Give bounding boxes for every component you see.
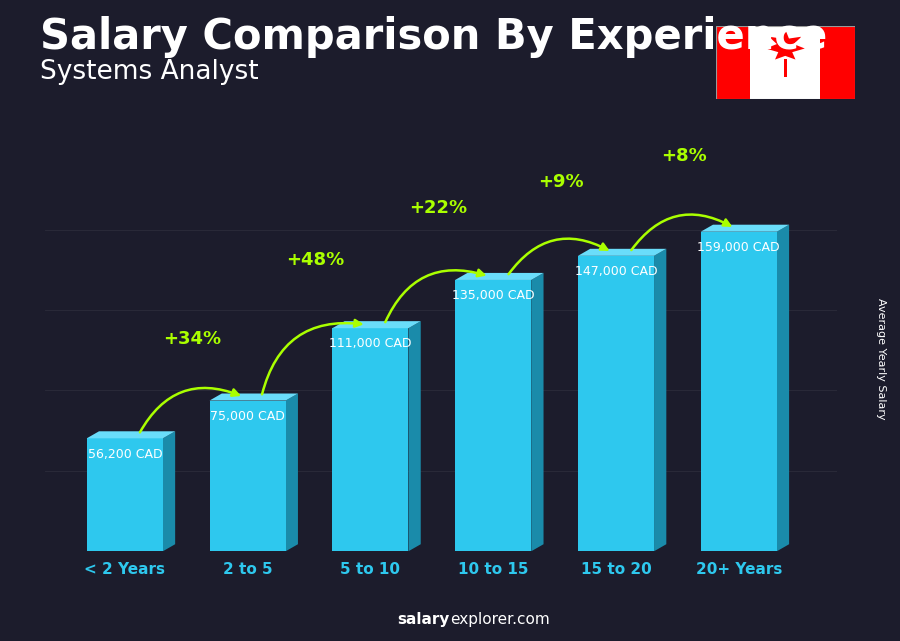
Text: Salary Comparison By Experience: Salary Comparison By Experience	[40, 16, 828, 58]
Polygon shape	[578, 249, 666, 256]
Bar	[820, 26, 855, 99]
Text: 111,000 CAD: 111,000 CAD	[329, 337, 411, 351]
Text: Average Yearly Salary: Average Yearly Salary	[877, 298, 886, 420]
Bar	[701, 232, 777, 551]
Bar	[716, 26, 751, 99]
Text: 135,000 CAD: 135,000 CAD	[452, 289, 535, 303]
Polygon shape	[86, 431, 176, 438]
Polygon shape	[409, 321, 420, 551]
Polygon shape	[531, 273, 544, 551]
Text: 75,000 CAD: 75,000 CAD	[211, 410, 285, 423]
Polygon shape	[701, 225, 789, 232]
Text: salary: salary	[398, 612, 450, 627]
Text: Systems Analyst: Systems Analyst	[40, 59, 259, 85]
Polygon shape	[210, 394, 298, 401]
Bar	[332, 328, 409, 551]
Text: +9%: +9%	[538, 173, 583, 191]
Polygon shape	[332, 321, 420, 328]
Bar	[86, 438, 163, 551]
Bar	[578, 256, 654, 551]
Text: +8%: +8%	[661, 147, 707, 165]
Text: +22%: +22%	[409, 199, 467, 217]
Text: +48%: +48%	[286, 251, 345, 269]
Text: 147,000 CAD: 147,000 CAD	[575, 265, 657, 278]
Polygon shape	[163, 431, 176, 551]
Polygon shape	[285, 394, 298, 551]
Bar	[455, 280, 531, 551]
Bar	[210, 401, 285, 551]
Bar	[784, 59, 787, 76]
Text: 159,000 CAD: 159,000 CAD	[698, 241, 780, 254]
Polygon shape	[766, 29, 805, 60]
Polygon shape	[654, 249, 666, 551]
Polygon shape	[455, 273, 544, 280]
Text: explorer.com: explorer.com	[450, 612, 550, 627]
Text: +34%: +34%	[163, 329, 221, 347]
Polygon shape	[777, 225, 789, 551]
Text: 56,200 CAD: 56,200 CAD	[87, 447, 162, 461]
